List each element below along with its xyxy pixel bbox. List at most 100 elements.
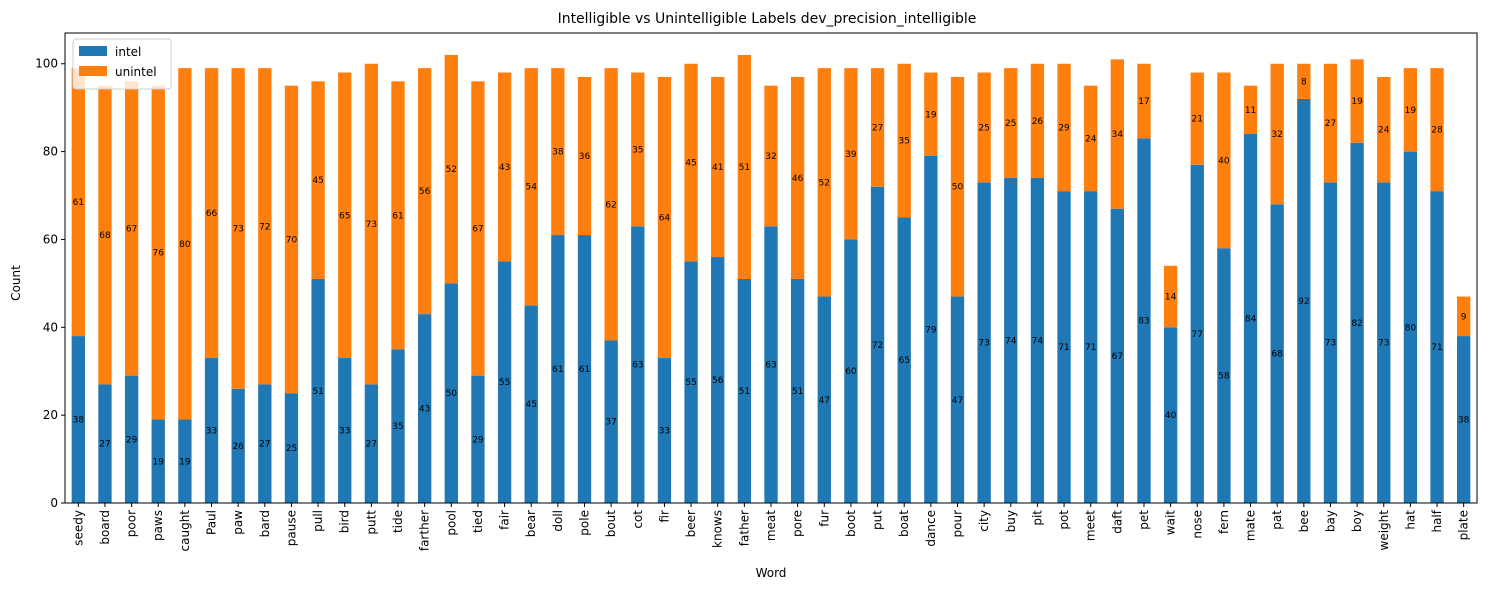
- data-label-intel-pore: 51: [792, 387, 803, 397]
- x-tick-label-wait: wait: [1164, 510, 1178, 536]
- bar-unintel-fur: [817, 68, 831, 297]
- bar-unintel-cot: [631, 72, 645, 227]
- bar-intel-bird: [338, 358, 352, 503]
- bar-intel-pour: [950, 296, 965, 503]
- bar-unintel-mate: [1243, 85, 1258, 135]
- data-label-intel-bee: 92: [1298, 297, 1309, 307]
- data-label-unintel-fur: 52: [819, 178, 830, 188]
- data-label-unintel-bird: 65: [339, 211, 350, 221]
- bar-intel-bear: [524, 305, 538, 503]
- bar-intel-buy: [1004, 177, 1018, 503]
- data-label-unintel-dance: 19: [925, 110, 937, 120]
- data-label-intel-poor: 29: [126, 435, 138, 445]
- x-tick-label-fern: fern: [1217, 510, 1231, 534]
- bar-intel-wait: [1163, 327, 1178, 503]
- bar-unintel-fern: [1217, 72, 1231, 249]
- chart-title: Intelligible vs Unintelligible Labels de…: [558, 11, 977, 27]
- plot-frame: [64, 32, 1478, 504]
- bars-group: [71, 54, 1471, 504]
- x-tick-label-bear: bear: [524, 510, 538, 537]
- y-tick-label-100: 100: [35, 57, 58, 71]
- bar-intel-fair: [497, 261, 512, 503]
- x-tick-label-bard: bard: [258, 510, 272, 537]
- legend: intel unintel: [72, 38, 172, 90]
- bar-unintel-Paul: [204, 68, 219, 359]
- data-label-unintel-nose: 21: [1192, 115, 1203, 125]
- x-tick-label-tide: tide: [391, 510, 405, 533]
- data-label-unintel-doll: 38: [552, 148, 564, 158]
- data-label-intel-dance: 79: [925, 325, 937, 335]
- data-label-intel-Paul: 33: [206, 427, 217, 437]
- x-tick-label-pot: pot: [1057, 510, 1071, 530]
- x-tick-label-plate: plate: [1457, 510, 1471, 540]
- bar-intel-boy: [1350, 142, 1364, 503]
- bar-unintel-bee: [1297, 63, 1311, 99]
- x-tick-label-mate: mate: [1244, 510, 1258, 541]
- data-label-intel-weight: 73: [1378, 339, 1389, 349]
- data-label-unintel-city: 25: [978, 123, 989, 133]
- data-label-unintel-bout: 62: [605, 200, 616, 210]
- data-label-unintel-knows: 41: [712, 163, 723, 173]
- bar-unintel-meat: [764, 85, 778, 227]
- data-label-unintel-fern: 40: [1218, 156, 1230, 166]
- data-label-unintel-fair: 43: [499, 163, 510, 173]
- bar-intel-Paul: [204, 358, 219, 503]
- x-tick-label-doll: doll: [551, 510, 565, 532]
- bar-unintel-seedy: [71, 68, 85, 337]
- data-label-unintel-tied: 67: [472, 224, 483, 234]
- data-label-intel-boat: 65: [898, 356, 909, 366]
- bar-intel-putt: [364, 384, 379, 503]
- bar-unintel-half: [1430, 68, 1444, 192]
- x-tick-label-put: put: [871, 510, 885, 530]
- bar-intel-plate: [1457, 336, 1471, 503]
- bar-unintel-dance: [924, 72, 938, 156]
- bar-unintel-city: [977, 72, 991, 183]
- bar-intel-caught: [178, 419, 192, 503]
- data-label-unintel-wait: 14: [1165, 293, 1177, 303]
- x-tick-label-nose: nose: [1190, 510, 1204, 539]
- data-label-unintel-pit: 26: [1032, 117, 1044, 127]
- bar-intel-farther: [418, 314, 432, 503]
- x-tick-label-pore: pore: [791, 510, 805, 537]
- y-tick-label-20: 20: [43, 408, 58, 422]
- bar-unintel-doll: [551, 68, 565, 236]
- bar-unintel-tied: [471, 81, 485, 376]
- legend-swatch-intel: [79, 46, 107, 56]
- bar-unintel-plate: [1457, 296, 1471, 337]
- data-label-unintel-pore: 46: [792, 174, 804, 184]
- bar-unintel-bard: [258, 68, 272, 385]
- bar-unintel-pet: [1137, 63, 1151, 139]
- data-label-unintel-pole: 36: [579, 152, 591, 162]
- data-label-intel-plate: 38: [1458, 416, 1470, 426]
- data-label-unintel-pot: 29: [1058, 123, 1070, 133]
- data-label-intel-daft: 67: [1112, 352, 1123, 362]
- bar-unintel-farther: [418, 68, 432, 315]
- data-label-unintel-fir: 64: [659, 213, 671, 223]
- x-tick-label-half: half: [1430, 509, 1444, 532]
- data-label-intel-tied: 29: [472, 435, 484, 445]
- bar-unintel-meet: [1084, 85, 1098, 192]
- x-tick-label-fir: fir: [657, 510, 671, 523]
- bar-intel-pit: [1030, 177, 1045, 503]
- bar-unintel-daft: [1110, 59, 1124, 209]
- data-label-intel-fair: 55: [499, 378, 510, 388]
- data-label-intel-pat: 68: [1271, 350, 1283, 360]
- bar-unintel-tide: [391, 81, 405, 350]
- x-tick-label-beer: beer: [684, 510, 698, 537]
- bar-intel-doll: [551, 235, 565, 503]
- bar-intel-meet: [1084, 191, 1098, 503]
- bar-unintel-pull: [311, 81, 325, 279]
- data-label-intel-beer: 55: [685, 378, 696, 388]
- x-tick-label-boy: boy: [1350, 510, 1364, 532]
- bar-intel-bay: [1323, 182, 1338, 503]
- data-label-unintel-half: 28: [1431, 126, 1443, 136]
- bar-intel-city: [977, 182, 991, 503]
- bar-unintel-wait: [1163, 265, 1178, 328]
- data-label-unintel-farther: 56: [419, 187, 431, 197]
- bar-unintel-buy: [1004, 68, 1018, 178]
- bar-unintel-beer: [684, 63, 698, 262]
- bar-intel-paw: [231, 388, 245, 503]
- data-label-unintel-seedy: 61: [73, 198, 84, 208]
- bar-unintel-pit: [1030, 63, 1045, 178]
- x-tick-label-city: city: [977, 510, 991, 532]
